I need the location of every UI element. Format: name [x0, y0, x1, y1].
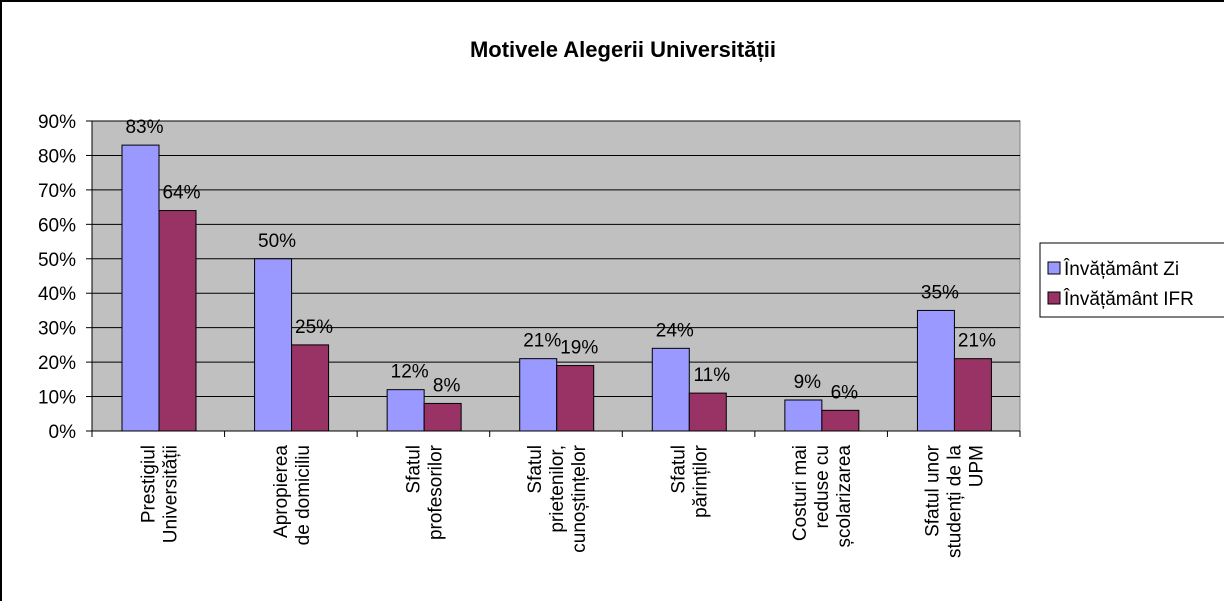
- y-tick-label: 20%: [38, 353, 76, 374]
- bar: [519, 358, 558, 432]
- data-label: 19%: [560, 338, 598, 359]
- data-label: 64%: [162, 183, 200, 204]
- bar: [784, 399, 823, 432]
- data-label: 9%: [794, 372, 822, 393]
- y-tick-label: 0%: [49, 422, 77, 443]
- x-tick-label: Apropiereade domiciliu: [271, 445, 314, 546]
- bar: [386, 389, 425, 432]
- bar: [688, 392, 727, 432]
- y-tick-label: 50%: [38, 250, 76, 271]
- data-label: 8%: [433, 375, 461, 396]
- data-label: 11%: [693, 365, 730, 386]
- data-label: 25%: [295, 317, 333, 338]
- bar: [121, 144, 160, 432]
- y-tick-label: 10%: [38, 388, 76, 409]
- bar: [423, 402, 462, 432]
- legend-label: Învățământ Zi: [1063, 258, 1179, 280]
- y-tick-label: 70%: [38, 181, 76, 202]
- y-tick-label: 40%: [38, 284, 76, 305]
- y-tick-label: 60%: [38, 215, 76, 236]
- bar: [821, 409, 860, 432]
- x-tick-label: Sfatulpărinților: [669, 444, 712, 518]
- bar: [556, 365, 595, 432]
- bar: [953, 358, 992, 432]
- bar: [158, 210, 197, 432]
- legend-box: [1039, 242, 1224, 318]
- data-label: 21%: [958, 331, 996, 352]
- legend-label: Învățământ IFR: [1063, 288, 1194, 310]
- data-label: 21%: [523, 331, 561, 352]
- x-tick-label: Sfatul unorstudenți de laUPM: [923, 444, 988, 558]
- data-label: 24%: [656, 320, 694, 341]
- bar: [254, 258, 293, 432]
- bar: [651, 347, 690, 432]
- y-tick-label: 30%: [38, 319, 76, 340]
- x-tick-label: Sfatulprietenilor,cunoștințelor: [525, 444, 590, 552]
- x-tick-label: Costuri maireduse cușcolarizarea: [790, 445, 855, 548]
- bar: [916, 309, 955, 432]
- legend-swatch: [1047, 261, 1061, 275]
- x-tick-label: Sfatulprofesorilor: [403, 444, 446, 540]
- x-tick-label: PrestigiulUniversității: [138, 445, 181, 543]
- chart-title: Motivele Alegerii Universității: [470, 37, 776, 62]
- data-label: 35%: [921, 282, 959, 303]
- y-tick-label: 90%: [38, 112, 76, 133]
- data-label: 83%: [125, 117, 163, 138]
- legend-swatch: [1047, 291, 1061, 305]
- y-tick-label: 80%: [38, 146, 76, 167]
- data-label: 6%: [831, 382, 859, 403]
- bar: [291, 344, 330, 432]
- data-label: 50%: [258, 231, 296, 252]
- data-label: 12%: [391, 362, 429, 383]
